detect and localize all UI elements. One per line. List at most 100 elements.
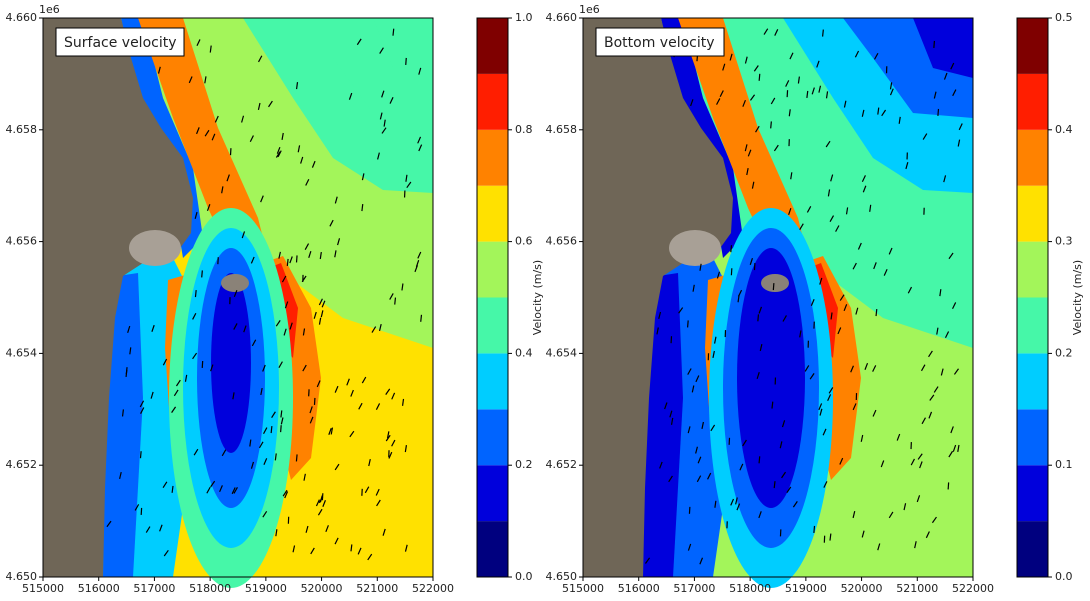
town <box>669 230 721 266</box>
flow-arrow <box>852 262 857 270</box>
flow-arrow <box>349 430 355 438</box>
x-tick-label: 520000 <box>301 582 343 595</box>
flow-arrow <box>385 388 391 395</box>
flow-arrow <box>192 352 198 360</box>
flow-arrow <box>318 496 324 504</box>
flow-arrow <box>861 109 865 117</box>
flow-arrow <box>818 403 823 411</box>
flow-arrow <box>749 94 756 101</box>
flow-arrow <box>845 207 849 215</box>
x-tick-label: 515000 <box>562 582 604 595</box>
flow-arrow <box>687 543 692 551</box>
flow-arrow <box>772 283 775 291</box>
annotation: Surface velocity <box>64 35 177 51</box>
flow-arrow <box>139 451 142 459</box>
flow-arrow <box>221 186 224 194</box>
flow-arrow <box>388 451 393 459</box>
flow-arrow <box>751 181 755 189</box>
flow-arrow <box>278 361 283 369</box>
flow-arrow <box>758 306 763 314</box>
flow-arrow <box>692 284 695 292</box>
flow-arrow <box>196 127 200 135</box>
flow-arrow <box>139 400 145 408</box>
flow-arrow <box>381 90 385 98</box>
flow-arrow <box>818 85 822 93</box>
flow-arrow <box>952 89 957 97</box>
flow-arrow <box>854 50 860 58</box>
flow-arrow <box>404 445 408 453</box>
flow-arrow <box>320 310 324 318</box>
flow-arrow <box>348 92 353 100</box>
flow-arrow <box>250 256 255 264</box>
flow-arrow <box>284 301 289 309</box>
colorbar-band <box>477 18 508 74</box>
flow-arrow <box>835 225 840 232</box>
flow-arrow <box>379 112 383 120</box>
flow-arrow <box>206 486 211 494</box>
flow-arrow <box>358 402 363 410</box>
flow-arrow <box>125 367 128 375</box>
colorbar-band <box>1017 185 1048 242</box>
flow-arrow <box>417 136 422 144</box>
flow-arrow <box>394 297 397 305</box>
flow-arrow <box>319 251 322 260</box>
flow-arrow <box>861 175 866 182</box>
flow-arrow <box>940 368 944 376</box>
colorbar-tick-label: 0.4 <box>1055 123 1073 136</box>
flow-arrow <box>337 238 341 246</box>
flow-arrow <box>921 417 927 425</box>
flow-arrow <box>746 168 749 176</box>
x-tick-label: 518000 <box>189 582 231 595</box>
flow-arrow <box>377 152 380 160</box>
flow-arrow <box>302 364 307 372</box>
colorbar-band <box>477 73 508 130</box>
flow-arrow <box>839 294 845 301</box>
flow-arrow <box>308 251 312 259</box>
flow-arrow <box>414 265 419 273</box>
flow-arrow <box>742 99 746 107</box>
flow-arrow <box>309 406 313 414</box>
flow-arrow <box>346 378 350 386</box>
flow-arrow <box>297 145 301 153</box>
flow-arrow <box>201 270 203 278</box>
flow-arrow <box>364 486 370 494</box>
flow-arrow <box>263 427 268 435</box>
flow-arrow <box>243 325 247 333</box>
flow-arrow <box>241 115 245 123</box>
flow-arrow <box>825 140 831 148</box>
flow-arrow <box>325 525 329 533</box>
flow-arrow <box>233 487 238 494</box>
flow-arrow <box>192 312 197 320</box>
flow-arrow <box>232 392 235 400</box>
flow-arrow <box>392 28 395 36</box>
flow-arrow <box>889 88 894 96</box>
flow-arrow <box>759 343 763 352</box>
flow-arrow <box>193 448 199 456</box>
y-tick-label: 4.654 <box>546 346 578 359</box>
flow-arrow <box>857 242 862 250</box>
flow-arrow <box>744 144 748 152</box>
annotation-box <box>55 27 185 57</box>
headland <box>761 274 789 292</box>
flow-arrow <box>106 520 112 528</box>
flow-arrow <box>722 63 726 71</box>
flow-arrow <box>210 480 216 488</box>
flow-arrow <box>233 290 238 298</box>
flow-arrow <box>758 456 761 464</box>
flow-arrow <box>318 298 323 306</box>
colorbar-tick-label: 1.0 <box>515 11 533 24</box>
velocity-region <box>373 18 433 78</box>
flow-arrow <box>658 311 662 319</box>
flow-arrow <box>872 409 877 417</box>
colorbar-band <box>477 297 508 354</box>
flow-arrow <box>736 503 741 511</box>
x-tick-label: 517000 <box>673 582 715 595</box>
flow-arrow <box>829 533 832 541</box>
flow-arrow <box>757 314 760 322</box>
flow-arrow <box>209 45 212 53</box>
flow-arrow <box>829 215 835 222</box>
flow-arrow <box>382 528 386 536</box>
flow-arrow <box>816 60 820 68</box>
flow-arrow <box>171 406 177 413</box>
flow-arrow <box>304 243 310 250</box>
